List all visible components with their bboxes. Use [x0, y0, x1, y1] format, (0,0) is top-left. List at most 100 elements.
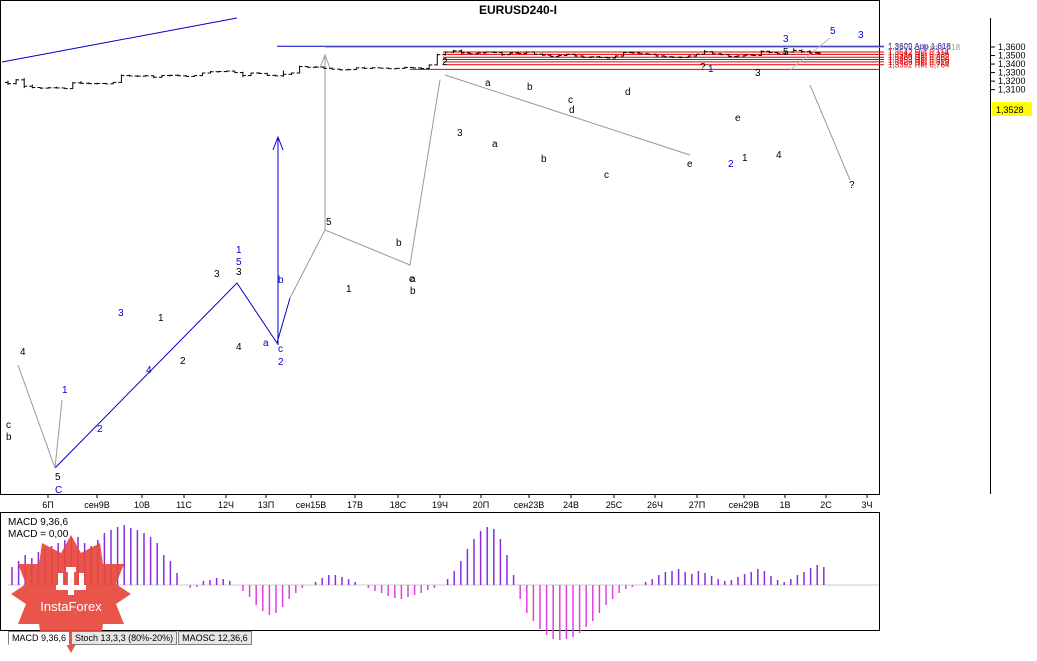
macd-title: MACD 9,36,6 — [8, 517, 68, 528]
macd-value: MACD = 0,00 — [8, 529, 69, 540]
wave-label-black: 1 — [158, 313, 164, 324]
current-price-label: 1,3528 — [996, 105, 1024, 115]
level-label: 1,3598 LHexp 1,618 — [888, 43, 961, 52]
wave-label-black: 1 — [346, 284, 352, 295]
time-tick-label: сен23В — [514, 500, 545, 510]
wave-label-blue: 3 — [858, 30, 864, 41]
triangle-line — [444, 74, 691, 156]
wave-label-black: 1 — [742, 153, 748, 164]
level-label: 1,3480 Ret 0,382 — [888, 53, 950, 62]
price-tick-label: 1,3100 — [998, 85, 1026, 95]
wave-label-black: d — [625, 87, 631, 98]
wave-trendlines — [1, 17, 851, 469]
wave-label-black: c — [6, 420, 11, 431]
price-tick-label: 1,3600 — [998, 42, 1026, 52]
time-axis: 6П сен9В 10В 11С 12Ч 13П сен15В 17В 18С 19Ч 20П сен… — [42, 494, 873, 510]
tab-macd[interactable]: MACD 9,36,6 — [8, 631, 71, 645]
wave-label-black: b — [527, 82, 533, 93]
price-tick-label: 1,3300 — [998, 68, 1026, 78]
time-tick-label: сен29В — [729, 500, 760, 510]
current-price-badge — [992, 102, 1032, 116]
macd-histogram — [8, 525, 879, 640]
time-tick-label: 3Ч — [861, 500, 872, 510]
wave-label-blue: 3 — [118, 308, 124, 319]
time-tick-label: сен15В — [296, 500, 327, 510]
wave-label-black: 3 — [214, 269, 220, 280]
wave-label-black: c — [409, 274, 414, 285]
tab-stoch[interactable]: Stoch 13,3,3 (80%-20%) — [71, 631, 178, 645]
price-tick-label: 1,3400 — [998, 59, 1026, 69]
wave-label-blue: 2 — [728, 159, 734, 170]
time-tick-label: 11С — [176, 500, 192, 510]
wave-label-black: 4 — [236, 342, 242, 353]
wave-label-black: d — [569, 105, 575, 116]
wave-label-blue: 1 — [236, 245, 242, 256]
time-tick-label: 18С — [390, 500, 407, 510]
wave-label-blue: 2 — [97, 424, 103, 435]
price-tick-label: 1,3200 — [998, 76, 1026, 86]
wave-label-black: 3 — [457, 128, 463, 139]
wave-label-black: 5 — [326, 217, 332, 228]
level-label: 1,3453 Ret 0,500 — [888, 56, 950, 65]
grey-wave-line — [17, 364, 63, 469]
target-line — [789, 37, 831, 71]
wave-label-blue: 1 — [62, 385, 68, 396]
wave-label-black: e — [735, 113, 741, 124]
target-line — [809, 84, 851, 181]
level-label: 1,3542 Ret 0,114 — [888, 48, 949, 57]
logo-tree-icon — [56, 567, 86, 595]
indicator-tabs: MACD 9,36,6 Stoch 13,3,3 (80%-20%) MAOSC… — [8, 631, 253, 645]
projection-arrow-head — [272, 135, 284, 151]
impulse-line — [54, 282, 291, 469]
wave-label-blue: 5 — [236, 257, 242, 268]
wave-label-blue: 3 — [783, 34, 789, 45]
time-tick-label: 19Ч — [432, 500, 448, 510]
time-tick-label: 12Ч — [218, 500, 234, 510]
macd-plot-frame — [0, 512, 880, 631]
wave-label-blue: 2 — [278, 357, 284, 368]
wave-label-black: a — [492, 139, 498, 150]
wave-label-blue: C — [55, 485, 62, 496]
level-label: 1,3514 Ret 0,236 — [888, 50, 950, 59]
time-tick-label: 26Ч — [647, 500, 663, 510]
ohlc-bars — [5, 48, 821, 90]
chart-title: EURUSD240-I — [479, 3, 557, 17]
time-tick-label: 27П — [689, 500, 705, 510]
wave-label-black: c — [568, 95, 573, 106]
wave-label-black: b — [6, 432, 12, 443]
time-tick-label: 25С — [606, 500, 623, 510]
wave-label-black: b — [541, 154, 547, 165]
wave-label-black: 3 — [236, 267, 242, 278]
wave-label-black: a — [485, 78, 491, 89]
channel-line — [1, 17, 238, 63]
wave-label-blue: b — [278, 275, 284, 286]
wave-label-black: b — [396, 238, 402, 249]
wave-label-blue: a — [263, 338, 269, 349]
wave-label-black: 3 — [755, 68, 761, 79]
wave-label-black: 5 — [783, 47, 789, 58]
logo-text: InstaForex — [40, 599, 102, 614]
level-label: 1,3609 App 1,618 — [888, 42, 951, 51]
tab-maosc[interactable]: MAOSC 12,36,6 — [178, 631, 252, 645]
wave-label-question: ? — [849, 180, 855, 191]
main-plot-frame — [0, 0, 880, 495]
wave-label-black: 2 — [180, 356, 186, 367]
time-tick-label: 13П — [258, 500, 274, 510]
time-tick-label: сен9В — [84, 500, 109, 510]
wave-label-blue: 4 — [146, 365, 152, 376]
wave-label-black: 4 — [20, 347, 26, 358]
wave-label-black: 2 — [442, 57, 448, 68]
grey-projection-head — [319, 53, 331, 69]
grey-wave-line — [289, 79, 441, 299]
time-tick-label: 17В — [347, 500, 363, 510]
wave-label-blue: 5 — [830, 26, 836, 37]
wave-label-black: a — [410, 274, 416, 285]
wave-label-black: 4 — [776, 150, 782, 161]
wave-label-black: c — [604, 170, 609, 181]
time-tick-label: 6П — [42, 500, 53, 510]
time-tick-label: 2С — [820, 500, 832, 510]
